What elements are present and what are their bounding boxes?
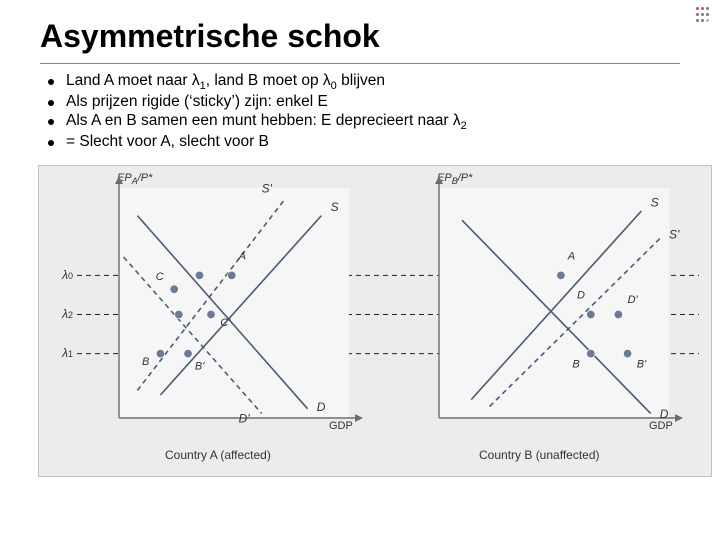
svg-text:D: D	[317, 400, 326, 414]
svg-text:C: C	[156, 271, 164, 283]
x-axis-label-b: GDP	[649, 420, 673, 432]
svg-text:B': B'	[637, 359, 647, 371]
svg-text:D': D'	[628, 294, 639, 306]
svg-text:B': B'	[195, 361, 205, 373]
bullet-item: = Slecht voor A, slecht voor B	[48, 133, 714, 151]
x-axis-label-a: GDP	[329, 420, 353, 432]
bullet-list: Land A moet naar λ1, land B moet op λ0 b…	[40, 72, 714, 151]
figure-svg: S S' D D' A C C' B B' S S' D A D D' B B'	[39, 166, 711, 436]
bullet-item: Land A moet naar λ1, land B moet op λ0 b…	[48, 72, 714, 92]
svg-text:B: B	[142, 356, 149, 368]
svg-text:D': D'	[239, 412, 251, 426]
svg-text:D: D	[577, 290, 585, 302]
svg-text:B: B	[572, 359, 579, 371]
panel-title-b: Country B (unaffected)	[479, 448, 600, 462]
bullet-item: Als A en B samen een munt hebben: E depr…	[48, 112, 714, 132]
svg-text:A: A	[567, 250, 575, 262]
slide: Asymmetrische schok Land A moet naar λ1,…	[0, 0, 720, 540]
figure-container: EPA/P* EPB/P* λ0λ2λ1 SS'DD'ACC'BB'SS'DAD…	[38, 165, 712, 477]
title-rule	[40, 63, 680, 64]
svg-text:C': C'	[220, 317, 231, 329]
svg-text:S': S'	[669, 228, 680, 242]
corner-decoration	[695, 4, 710, 22]
svg-text:S: S	[651, 196, 659, 210]
panel-title-a: Country A (affected)	[165, 448, 271, 462]
svg-text:S': S'	[262, 182, 273, 196]
bullet-item: Als prijzen rigide (‘sticky’) zijn: enke…	[48, 93, 714, 111]
slide-title: Asymmetrische schok	[40, 18, 714, 55]
svg-text:D: D	[660, 407, 669, 421]
svg-text:S: S	[331, 200, 339, 214]
svg-text:A: A	[238, 250, 246, 262]
